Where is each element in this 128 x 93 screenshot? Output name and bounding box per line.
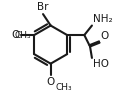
Text: O: O [12,30,20,40]
Text: HO: HO [93,59,109,69]
Text: O: O [100,31,109,41]
Text: Br: Br [37,2,49,12]
Text: NH₂: NH₂ [93,14,113,24]
Text: CH₃: CH₃ [15,31,31,40]
Text: O: O [47,77,55,87]
Text: CH₃: CH₃ [55,83,72,92]
